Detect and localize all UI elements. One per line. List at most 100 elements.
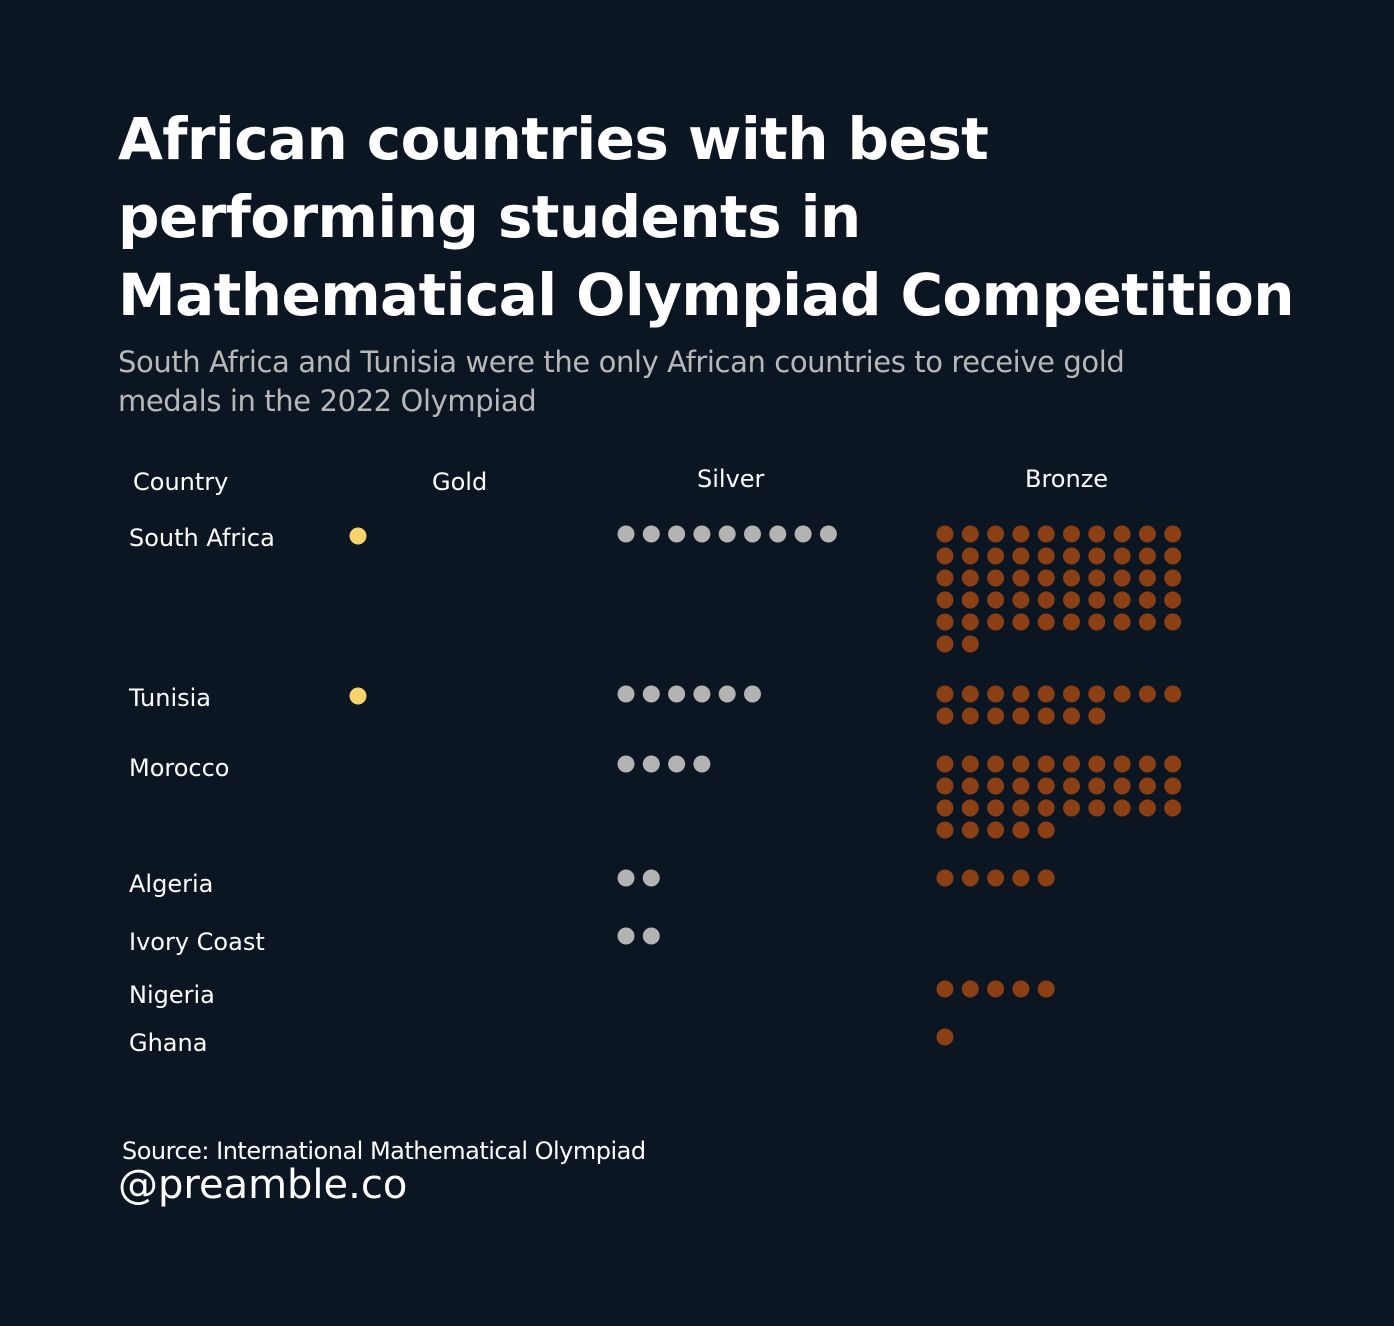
silver-medal-dot: [668, 525, 686, 543]
chart-title: African countries with best performing s…: [118, 105, 1295, 329]
bronze-medal-dot: [1012, 755, 1030, 773]
country-row: Morocco: [129, 754, 1182, 839]
bronze-medal-dot: [987, 755, 1005, 773]
bronze-medal-dot: [1088, 755, 1106, 773]
bronze-medal-dot: [1012, 707, 1030, 725]
bronze-medal-dot: [936, 755, 954, 773]
bronze-medal-dot: [961, 591, 979, 609]
bronze-medal-dot: [1113, 613, 1131, 631]
column-header-gold: Gold: [432, 468, 487, 496]
bronze-medal-dot: [1088, 525, 1106, 543]
bronze-medal-dot: [987, 799, 1005, 817]
bronze-medal-dot: [961, 799, 979, 817]
bronze-medal-dot: [1012, 685, 1030, 703]
bronze-medal-dot: [1063, 569, 1080, 587]
bronze-medal-dot: [1138, 591, 1156, 609]
bronze-medal-dot: [961, 980, 979, 998]
bronze-medal-dot: [1164, 525, 1182, 543]
bronze-medal-dot: [936, 635, 954, 653]
bronze-medal-dot: [1088, 707, 1106, 725]
bronze-medal-dot: [1138, 777, 1156, 795]
country-row: Tunisia: [128, 684, 1182, 725]
bronze-medal-dot: [987, 685, 1005, 703]
column-header-country: Country: [133, 468, 228, 496]
bronze-medal-dot: [961, 635, 979, 653]
bronze-medal-dot: [1037, 591, 1055, 609]
silver-medal-dot: [617, 927, 635, 945]
bronze-medal-dot: [1113, 777, 1131, 795]
bronze-medal-dot: [936, 525, 954, 543]
bronze-medal-dot: [1012, 821, 1030, 839]
silver-medal-dot: [718, 685, 736, 703]
column-header-silver: Silver: [697, 465, 765, 493]
bronze-medal-dot: [987, 869, 1005, 887]
silver-medal-dot: [642, 685, 660, 703]
country-row: South Africa: [129, 524, 1182, 653]
bronze-medal-dot: [1012, 569, 1030, 587]
bronze-medal-dot: [1138, 755, 1156, 773]
silver-medal-dot: [642, 525, 660, 543]
bronze-medal-dot: [1164, 591, 1182, 609]
bronze-medal-dot: [1063, 525, 1080, 543]
bronze-medal-dot: [1012, 799, 1030, 817]
country-label: Nigeria: [129, 981, 215, 1009]
silver-medal-dot: [617, 685, 635, 703]
bronze-medal-dot: [1113, 547, 1131, 565]
bronze-medal-dot: [987, 777, 1005, 795]
bronze-medal-dot: [936, 777, 954, 795]
bronze-medal-dot: [1012, 591, 1030, 609]
bronze-medal-dot: [1088, 799, 1106, 817]
bronze-medal-dot: [961, 821, 979, 839]
bronze-medal-dot: [1012, 869, 1030, 887]
bronze-medal-dot: [1037, 569, 1055, 587]
bronze-medal-dot: [1088, 777, 1106, 795]
bronze-medal-dot: [1138, 547, 1156, 565]
bronze-medal-dot: [936, 869, 954, 887]
bronze-medal-dot: [1012, 525, 1030, 543]
chart-subtitle: South Africa and Tunisia were the only A…: [118, 345, 1125, 418]
bronze-medal-dot: [1138, 685, 1156, 703]
country-label: Tunisia: [128, 684, 211, 712]
bronze-medal-dot: [1063, 755, 1080, 773]
silver-medal-dot: [794, 525, 812, 543]
silver-medal-dot: [617, 869, 635, 887]
bronze-medal-dot: [1063, 707, 1080, 725]
bronze-medal-dot: [1088, 569, 1106, 587]
bronze-medal-dot: [1113, 685, 1131, 703]
bronze-medal-dot: [1037, 799, 1055, 817]
bronze-medal-dot: [1012, 777, 1030, 795]
bronze-medal-dot: [936, 685, 954, 703]
bronze-medal-dot: [1164, 569, 1182, 587]
silver-medal-dot: [693, 685, 711, 703]
bronze-medal-dot: [1037, 547, 1055, 565]
bronze-medal-dot: [1037, 980, 1055, 998]
silver-medal-dot: [693, 755, 711, 773]
bronze-medal-dot: [1037, 821, 1055, 839]
silver-medal-dot: [744, 525, 761, 543]
gold-medal-dot: [349, 527, 367, 545]
bronze-medal-dot: [1063, 591, 1080, 609]
bronze-medal-dot: [936, 799, 954, 817]
bronze-medal-dot: [961, 755, 979, 773]
bronze-medal-dot: [1164, 613, 1182, 631]
country-label: Morocco: [129, 754, 230, 782]
bronze-medal-dot: [1037, 613, 1055, 631]
bronze-medal-dot: [961, 869, 979, 887]
bronze-medal-dot: [987, 707, 1005, 725]
country-row: Algeria: [129, 869, 1055, 898]
bronze-medal-dot: [961, 707, 979, 725]
bronze-medal-dot: [987, 980, 1005, 998]
silver-medal-dot: [718, 525, 736, 543]
bronze-medal-dot: [987, 613, 1005, 631]
bronze-medal-dot: [936, 980, 954, 998]
bronze-medal-dot: [936, 613, 954, 631]
silver-medal-dot: [769, 525, 787, 543]
bronze-medal-dot: [1063, 685, 1080, 703]
bronze-medal-dot: [1113, 799, 1131, 817]
silver-medal-dot: [642, 755, 660, 773]
bronze-medal-dot: [1164, 755, 1182, 773]
bronze-medal-dot: [1138, 569, 1156, 587]
bronze-medal-dot: [961, 569, 979, 587]
country-row: Ivory Coast: [129, 927, 660, 956]
silver-medal-dot: [744, 685, 761, 703]
